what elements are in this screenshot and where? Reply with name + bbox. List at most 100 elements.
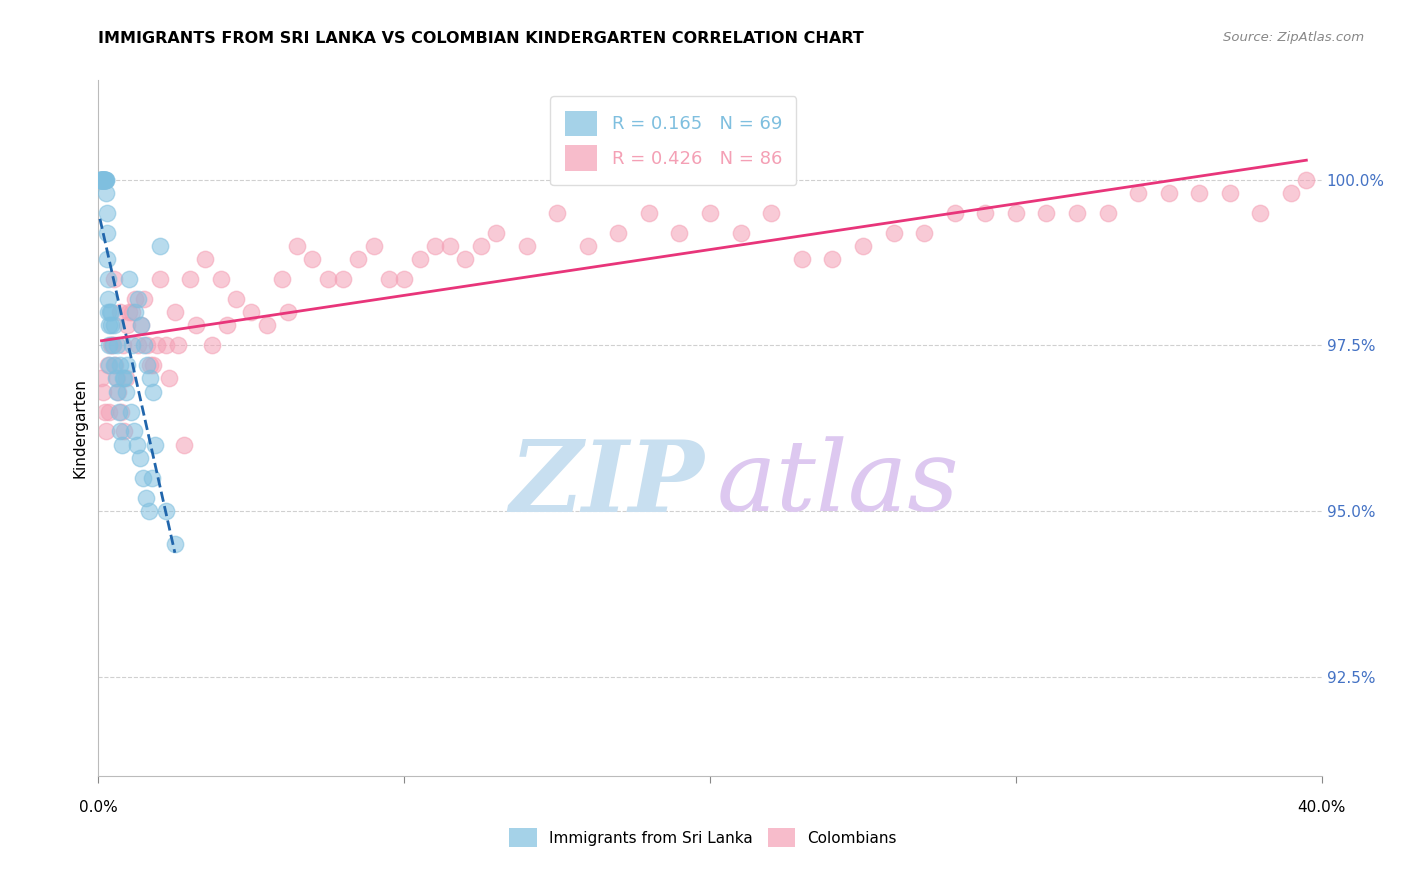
Point xyxy=(94,172,117,186)
Point xyxy=(110,404,132,418)
Point xyxy=(90,172,112,186)
Point xyxy=(139,371,162,385)
Point xyxy=(91,172,114,186)
Point xyxy=(1250,206,1272,220)
Point xyxy=(93,172,115,186)
Point xyxy=(454,252,477,267)
Point xyxy=(90,371,112,385)
Point xyxy=(215,318,238,333)
Point xyxy=(93,404,115,418)
Point xyxy=(118,272,141,286)
Point xyxy=(124,292,146,306)
Point xyxy=(1157,186,1180,200)
Point xyxy=(98,305,121,319)
Point xyxy=(699,206,721,220)
Point xyxy=(408,252,430,267)
Point xyxy=(1279,186,1302,200)
Text: 0.0%: 0.0% xyxy=(79,800,118,814)
Point xyxy=(97,272,120,286)
Point xyxy=(1188,186,1211,200)
Point xyxy=(157,371,180,385)
Point xyxy=(108,358,131,372)
Point xyxy=(97,305,120,319)
Text: ZIP: ZIP xyxy=(509,435,704,532)
Point xyxy=(439,239,461,253)
Point xyxy=(134,338,156,352)
Point xyxy=(136,358,159,372)
Point xyxy=(105,338,128,352)
Point xyxy=(138,504,160,518)
Point xyxy=(378,272,401,286)
Point xyxy=(1128,186,1150,200)
Point xyxy=(852,239,875,253)
Point xyxy=(821,252,844,267)
Point xyxy=(761,206,783,220)
Point xyxy=(149,272,172,286)
Point xyxy=(135,491,157,505)
Point xyxy=(129,318,152,333)
Point xyxy=(179,272,201,286)
Point xyxy=(98,358,121,372)
Point xyxy=(94,172,117,186)
Point xyxy=(117,358,139,372)
Point xyxy=(363,239,385,253)
Point xyxy=(96,252,118,267)
Point xyxy=(90,172,112,186)
Legend: Immigrants from Sri Lanka, Colombians: Immigrants from Sri Lanka, Colombians xyxy=(503,822,903,853)
Point xyxy=(98,404,121,418)
Point xyxy=(576,239,599,253)
Point xyxy=(730,226,752,240)
Point xyxy=(93,172,115,186)
Point xyxy=(103,272,125,286)
Point xyxy=(1295,172,1317,186)
Point xyxy=(1066,206,1088,220)
Text: Source: ZipAtlas.com: Source: ZipAtlas.com xyxy=(1223,31,1364,45)
Point xyxy=(132,471,155,485)
Point xyxy=(173,438,195,452)
Point xyxy=(91,172,114,186)
Point xyxy=(93,172,115,186)
Point xyxy=(347,252,370,267)
Point xyxy=(128,450,150,465)
Point xyxy=(100,305,122,319)
Point xyxy=(112,425,135,439)
Point xyxy=(155,338,177,352)
Point xyxy=(139,358,162,372)
Text: atlas: atlas xyxy=(716,436,959,532)
Point xyxy=(105,384,128,399)
Point xyxy=(470,239,492,253)
Point xyxy=(97,338,120,352)
Point xyxy=(142,358,165,372)
Point xyxy=(111,438,134,452)
Point xyxy=(94,172,117,186)
Point xyxy=(1004,206,1026,220)
Point xyxy=(943,206,966,220)
Point xyxy=(105,371,128,385)
Point xyxy=(141,471,163,485)
Point xyxy=(485,226,508,240)
Point xyxy=(100,338,122,352)
Point xyxy=(122,425,145,439)
Point xyxy=(97,318,120,333)
Point xyxy=(194,252,217,267)
Point xyxy=(115,371,138,385)
Point xyxy=(117,318,139,333)
Point xyxy=(91,172,114,186)
Point xyxy=(392,272,416,286)
Point xyxy=(93,172,115,186)
Point xyxy=(101,338,124,352)
Point xyxy=(91,172,114,186)
Text: IMMIGRANTS FROM SRI LANKA VS COLOMBIAN KINDERGARTEN CORRELATION CHART: IMMIGRANTS FROM SRI LANKA VS COLOMBIAN K… xyxy=(98,31,865,46)
Point xyxy=(110,425,132,439)
Point xyxy=(912,226,935,240)
Point xyxy=(104,358,127,372)
Point xyxy=(301,252,323,267)
Point xyxy=(97,292,120,306)
Point xyxy=(90,172,112,186)
Legend: R = 0.165   N = 69, R = 0.426   N = 86: R = 0.165 N = 69, R = 0.426 N = 86 xyxy=(550,96,796,186)
Point xyxy=(546,206,568,220)
Point xyxy=(163,537,186,551)
Point xyxy=(103,358,125,372)
Point xyxy=(516,239,538,253)
Point xyxy=(89,172,111,186)
